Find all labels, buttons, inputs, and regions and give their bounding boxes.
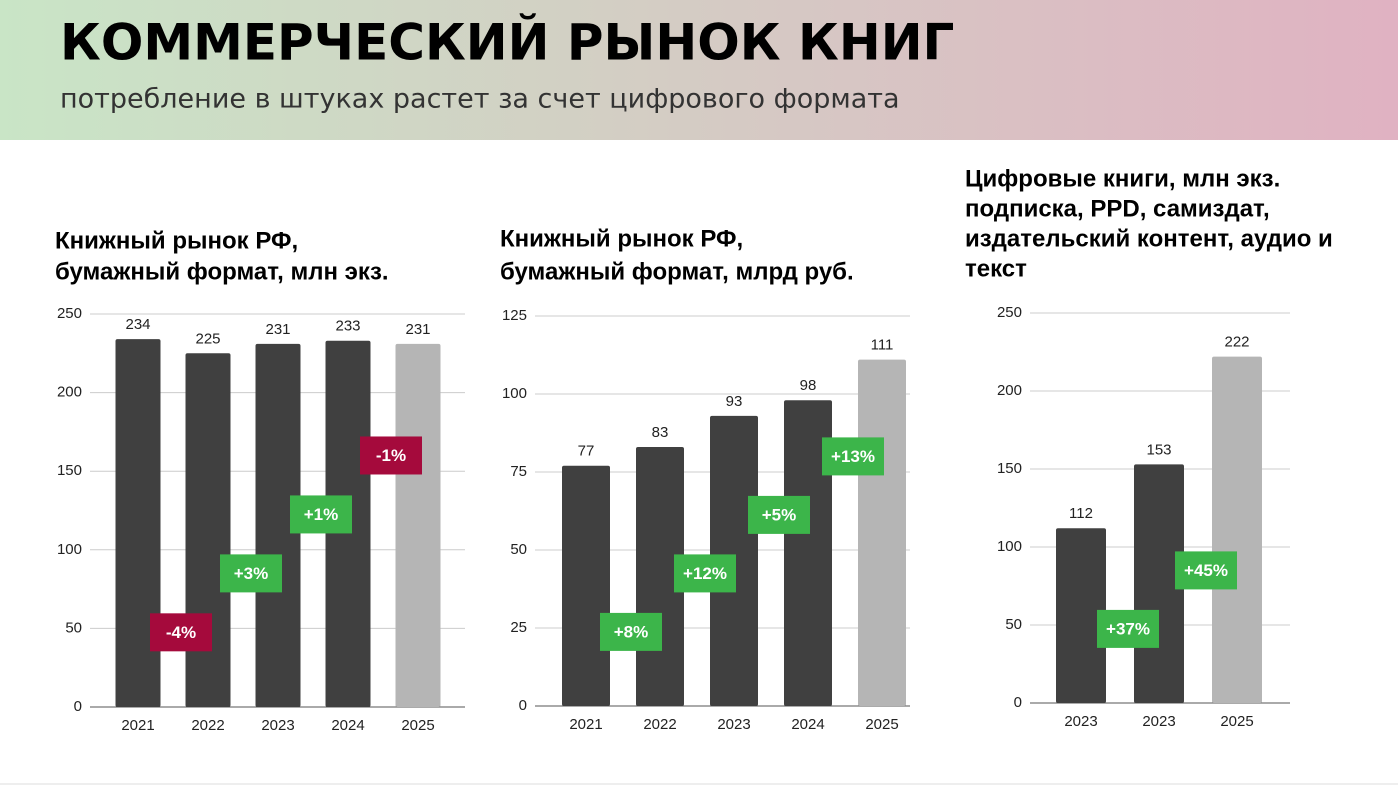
bar — [395, 343, 441, 707]
value-label: 111 — [871, 337, 894, 354]
value-label: 231 — [405, 321, 430, 338]
y-tick-label: 150 — [997, 460, 1022, 477]
bar — [562, 465, 610, 706]
change-badge — [822, 437, 884, 476]
chart-title: Книжный рынок РФ, — [55, 227, 298, 254]
x-tick-label: 2021 — [121, 717, 154, 734]
bar — [784, 400, 832, 706]
y-tick-label: 50 — [510, 541, 527, 558]
y-tick-label: 250 — [57, 305, 82, 322]
value-label: 83 — [652, 424, 669, 441]
y-tick-label: 0 — [519, 697, 527, 714]
y-tick-label: 100 — [502, 385, 527, 402]
y-tick-label: 25 — [510, 619, 527, 636]
change-badge — [674, 554, 736, 593]
change-badge — [150, 613, 212, 652]
x-tick-label: 2024 — [331, 717, 364, 734]
y-tick-label: 75 — [510, 463, 527, 480]
bar — [185, 353, 231, 707]
change-badge — [1175, 551, 1237, 590]
chart-title: издательский контент, аудио и — [965, 225, 1333, 252]
y-tick-label: 200 — [997, 382, 1022, 399]
change-badge — [220, 554, 282, 593]
change-badge — [290, 495, 352, 534]
value-label: 225 — [195, 330, 220, 347]
x-tick-label: 2023 — [1142, 713, 1175, 730]
value-label: 112 — [1069, 505, 1093, 522]
change-badge — [1097, 609, 1159, 648]
y-tick-label: 200 — [57, 384, 82, 401]
value-label: 153 — [1146, 441, 1171, 458]
bar — [1056, 528, 1106, 703]
bar — [115, 339, 161, 707]
chart-title: бумажный формат, млн экз. — [55, 258, 389, 285]
y-tick-label: 100 — [997, 538, 1022, 555]
x-tick-label: 2022 — [643, 716, 676, 733]
y-tick-label: 150 — [57, 462, 82, 479]
y-tick-label: 50 — [65, 619, 82, 636]
value-label: 234 — [125, 316, 150, 333]
value-label: 98 — [800, 377, 817, 394]
change-badge — [748, 495, 810, 534]
x-tick-label: 2023 — [717, 716, 750, 733]
value-label: 93 — [726, 393, 743, 410]
chart-title: Цифровые книги, млн экз. — [965, 165, 1280, 192]
change-badge — [600, 612, 662, 651]
change-label: +13% — [831, 447, 875, 466]
change-label: -1% — [376, 446, 406, 465]
change-label: +45% — [1184, 561, 1228, 580]
bar — [858, 359, 906, 706]
header-band — [0, 0, 1398, 140]
bar — [1212, 356, 1262, 703]
x-tick-label: 2021 — [569, 716, 602, 733]
x-tick-label: 2025 — [1220, 713, 1253, 730]
x-tick-label: 2025 — [401, 717, 434, 734]
value-label: 233 — [335, 318, 360, 335]
change-label: +12% — [683, 564, 727, 583]
slide-subtitle: потребление в штуках растет за счет цифр… — [60, 84, 900, 115]
y-tick-label: 250 — [997, 304, 1022, 321]
change-label: +3% — [234, 564, 269, 583]
change-badge — [360, 436, 422, 475]
value-label: 222 — [1224, 334, 1249, 351]
chart-title: бумажный формат, млрд руб. — [500, 258, 854, 285]
y-tick-label: 50 — [1005, 616, 1022, 633]
x-tick-label: 2022 — [191, 717, 224, 734]
y-tick-label: 100 — [57, 541, 82, 558]
change-label: +8% — [614, 622, 649, 641]
change-label: +5% — [762, 505, 797, 524]
chart-title: текст — [965, 255, 1027, 282]
y-tick-label: 125 — [502, 307, 527, 324]
change-label: +37% — [1106, 619, 1150, 638]
x-tick-label: 2025 — [865, 716, 898, 733]
x-tick-label: 2024 — [791, 716, 824, 733]
x-tick-label: 2023 — [261, 717, 294, 734]
chart-title: Книжный рынок РФ, — [500, 225, 743, 252]
bar — [255, 343, 301, 707]
change-label: -4% — [166, 623, 196, 642]
value-label: 231 — [265, 321, 290, 338]
change-label: +1% — [304, 505, 339, 524]
y-tick-label: 0 — [1014, 694, 1022, 711]
x-tick-label: 2023 — [1064, 713, 1097, 730]
value-label: 77 — [578, 443, 595, 460]
y-tick-label: 0 — [74, 698, 82, 715]
chart-title: подписка, PPD, самиздат, — [965, 195, 1270, 222]
slide-title: КОММЕРЧЕСКИЙ РЫНОК КНИГ — [60, 13, 954, 72]
